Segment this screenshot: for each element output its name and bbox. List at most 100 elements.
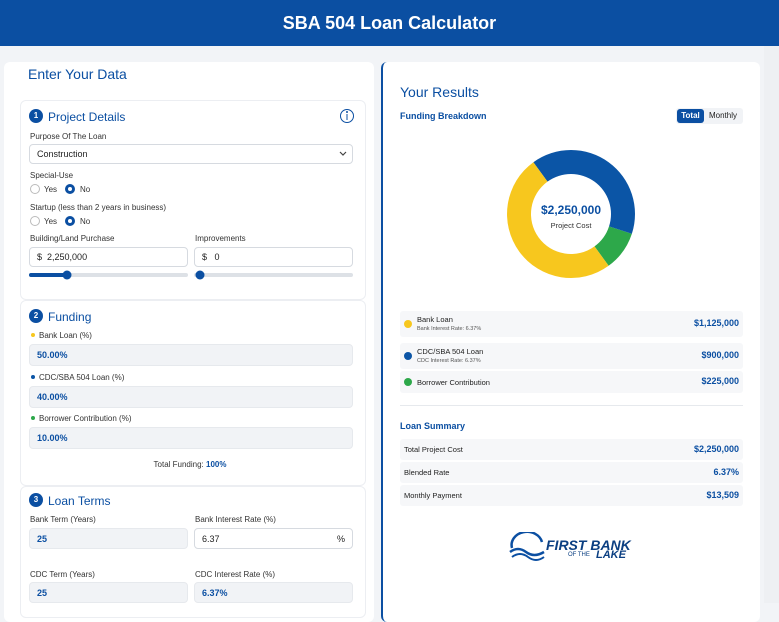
radio[interactable] [65,184,75,194]
field-value: 10.00% [37,433,68,443]
field-value: 50.00% [37,350,68,360]
step-number: 3 [29,493,43,507]
breakdown-row [400,311,743,337]
summary-value: 6.37% [713,467,739,477]
radio[interactable] [65,216,75,226]
toggle-total[interactable]: Total [677,109,704,123]
field-label: Borrower Contribution (%) [39,414,132,423]
summary-label: Total Project Cost [404,445,463,454]
center-value: $2,250,000 [541,203,601,217]
section-title: Project Details [48,110,126,124]
rate-label: Bank Interest Rate: 6.37% [417,326,482,332]
toggle-monthly[interactable]: Monthly [708,111,737,120]
input-value: 0 [214,252,220,262]
donut-segment [507,162,609,278]
purpose-select[interactable]: Construction [29,144,353,164]
building-input[interactable]: $ 2,250,000 [29,247,188,267]
category-amount: $900,000 [701,350,739,360]
field-label: Bank Interest Rate (%) [195,515,276,524]
radio[interactable] [30,216,40,226]
summary-label: Monthly Payment [404,491,462,500]
total-funding: Total Funding: 100% [0,460,380,469]
radio[interactable] [30,184,40,194]
chevron [339,151,347,156]
section-title: Loan Terms [48,494,111,508]
logo-text: FIRST BANK [546,537,631,553]
panel-title: Enter Your Data [28,66,127,82]
slider[interactable] [29,270,188,280]
currency: $ [202,252,208,262]
rate-label: CDC Interest Rate: 6.37% [417,358,481,364]
center-label: Project Cost [551,221,593,230]
field-label: Purpose Of The Loan [30,132,107,141]
step-number: 1 [29,109,43,123]
field-value: 25 [37,587,48,598]
total-value: 100% [206,460,227,469]
panel-title: Your Results [400,84,479,100]
radio-label: Yes [44,217,58,226]
total-label: Total Funding: [153,460,204,469]
header-title: SBA 504 Loan Calculator [0,0,779,46]
legend-dot [31,375,35,379]
legend-dot [31,333,35,337]
summary-value: $13,509 [706,490,739,500]
field-value: 25 [37,533,48,544]
category-amount: $225,000 [701,376,739,386]
breakdown-row [400,371,743,393]
summary-value: $2,250,000 [693,444,739,454]
legend-dot [404,320,412,328]
input-value: 2,250,000 [47,252,88,262]
funding-field: 10.00% [29,427,353,449]
unit: % [336,533,345,544]
logo-lake: LAKE [596,549,626,561]
slider[interactable] [194,270,353,280]
bank-term: 25 [29,528,188,549]
field-label: CDC/SBA 504 Loan (%) [39,373,125,382]
summary-row [400,462,743,483]
currency: $ [37,252,43,262]
radio-label: No [80,217,91,226]
category-name: CDC/SBA 504 Loan [417,347,484,356]
field-label: Special-Use [30,171,74,180]
field-value: 6.37% [202,587,228,598]
divider [400,405,743,406]
field-label: Startup (less than 2 years in business) [30,203,167,212]
field-label: Improvements [195,234,246,243]
scrollbar[interactable] [764,46,779,603]
category-amount: $1,125,000 [693,318,739,328]
legend-dot [404,352,412,360]
input-value: 6.37 [202,533,220,544]
donut-segment [533,149,635,234]
legend-dot [31,416,35,420]
section-title: Funding [48,310,92,324]
section-title: Funding Breakdown [400,111,487,121]
field-label: Bank Term (Years) [30,515,96,524]
select-value: Construction [37,149,88,159]
category-name: Bank Loan [417,315,453,324]
logo-small: OF THE [568,552,590,558]
category-name: Borrower Contribution [417,378,490,387]
summary-label: Blended Rate [404,468,450,477]
summary-row [400,485,743,506]
radio-label: No [80,185,91,194]
field-label: CDC Interest Rate (%) [195,570,276,579]
summary-row [400,439,743,460]
donut-chart: $2,250,000 Project Cost [507,149,635,278]
improvements-input[interactable]: $ 0 [194,247,353,267]
bank-rate-input[interactable]: 6.37% [194,528,353,549]
funding-field: 40.00% [29,386,353,408]
funding-field: 50.00% [29,344,353,366]
summary-title: Loan Summary [400,421,466,431]
breakdown-row [400,343,743,369]
donut-segment [594,226,632,266]
info-icon[interactable] [340,109,354,123]
field-label: CDC Term (Years) [30,570,95,579]
legend-dot [404,378,412,386]
radio-label: Yes [44,185,58,194]
step-number: 2 [29,309,43,323]
field-label: Bank Loan (%) [39,331,92,340]
logo-mark [509,532,545,561]
field-value: 40.00% [37,392,68,402]
field-label: Building/Land Purchase [30,234,115,243]
